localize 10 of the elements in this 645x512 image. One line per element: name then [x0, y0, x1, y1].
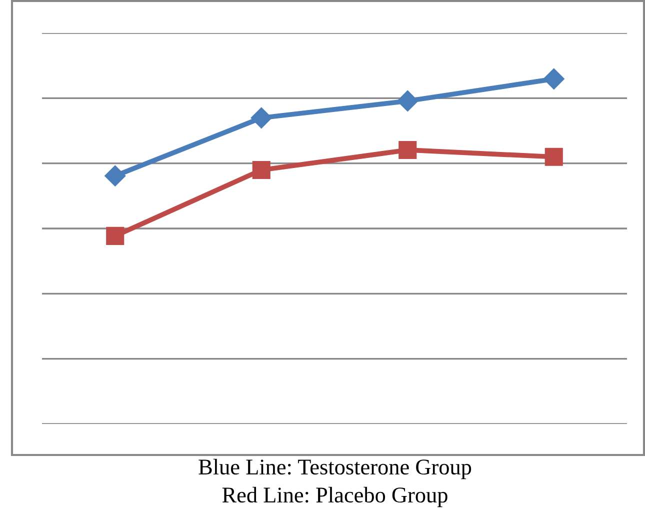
point [397, 90, 418, 112]
point [252, 160, 270, 180]
point [544, 148, 563, 166]
point [398, 140, 417, 160]
point [104, 165, 126, 186]
point [543, 68, 564, 90]
point [250, 107, 272, 128]
point [106, 226, 124, 245]
text: Red Line: Placebo Group [222, 486, 448, 508]
text: Blue Line: Testosterone Group [198, 458, 472, 480]
